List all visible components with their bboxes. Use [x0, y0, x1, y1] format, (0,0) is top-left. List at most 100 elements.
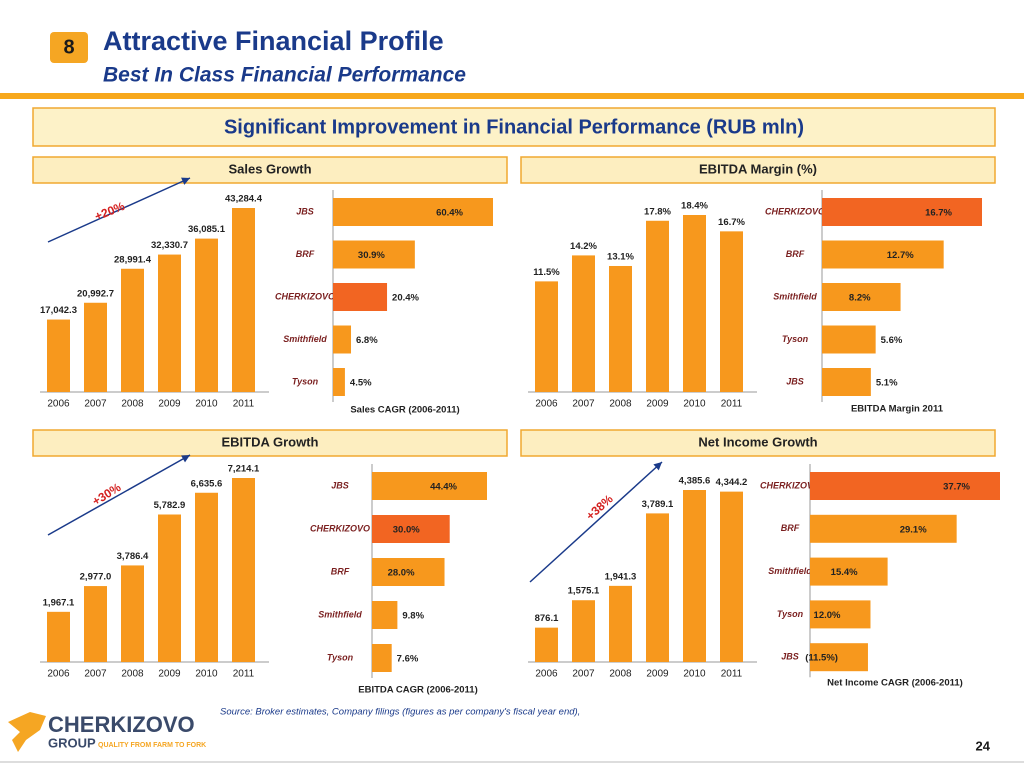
- bar: [535, 627, 558, 662]
- value-label: 28.0%: [388, 568, 415, 579]
- bar: [333, 325, 352, 354]
- company-label: BRF: [786, 249, 805, 259]
- x-tick-label: 2009: [646, 399, 669, 410]
- value-label: 15.4%: [831, 567, 858, 578]
- bar: [372, 601, 398, 629]
- panel-header: [520, 429, 996, 457]
- bar: [47, 611, 70, 662]
- value-label: 16.7%: [925, 208, 952, 219]
- value-label: 8.2%: [849, 293, 871, 304]
- x-tick-label: 2010: [683, 399, 706, 410]
- x-tick-label: 2008: [609, 669, 632, 680]
- panel-title: Sales Growth: [228, 161, 311, 176]
- value-label: 14.2%: [570, 241, 597, 252]
- x-tick-label: 2006: [47, 669, 70, 680]
- bar: [822, 325, 876, 354]
- x-tick-label: 2008: [121, 399, 144, 410]
- x-tick-label: 2011: [233, 669, 255, 680]
- panel-header: [32, 156, 508, 184]
- subtitle: Best In Class Financial Performance: [103, 64, 466, 87]
- bar: [232, 478, 255, 662]
- bar: [535, 281, 558, 392]
- company-label: BRF: [331, 566, 350, 576]
- x-tick-label: 2010: [195, 399, 218, 410]
- logo-group: GROUP: [48, 735, 96, 750]
- logo-name: CHERKIZOVO: [48, 712, 195, 737]
- bar: [810, 600, 871, 629]
- company-label: Smithfield: [773, 291, 817, 301]
- x-tick-label: 2011: [233, 399, 255, 410]
- bar: [121, 565, 144, 662]
- header-rule: [0, 93, 1024, 99]
- x-axis-label: EBITDA Margin 2011: [851, 404, 944, 415]
- value-label: 1,575.1: [568, 586, 600, 597]
- company-label: CHERKIZOVO: [275, 291, 335, 301]
- bar: [333, 240, 415, 269]
- value-label: 12.7%: [887, 250, 914, 261]
- value-label: 16.7%: [718, 217, 745, 228]
- value-label: 4.5%: [350, 378, 372, 389]
- value-label: 32,330.7: [151, 240, 188, 251]
- banner: Significant Improvement in Financial Per…: [224, 116, 804, 138]
- bar: [609, 265, 632, 392]
- bar: [333, 198, 493, 226]
- value-label: 18.4%: [681, 201, 708, 212]
- value-label: 4,385.6: [679, 476, 711, 487]
- company-label: Tyson: [777, 609, 804, 619]
- arrow-head: [181, 177, 190, 185]
- company-label: CHERKIZOVO: [310, 523, 370, 533]
- x-tick-label: 2007: [84, 399, 107, 410]
- number-badge: [50, 32, 88, 63]
- bar: [372, 644, 392, 672]
- value-label: 17,042.3: [40, 305, 77, 316]
- x-tick-label: 2006: [535, 669, 558, 680]
- value-label: 4,344.2: [716, 477, 748, 488]
- bar: [47, 319, 70, 392]
- x-tick-label: 2009: [646, 669, 669, 680]
- company-label: Smithfield: [283, 334, 327, 344]
- panel-title: EBITDA Margin (%): [699, 161, 817, 176]
- panel-header: [520, 156, 996, 184]
- value-label: 7,214.1: [228, 464, 260, 475]
- value-label: 876.1: [535, 613, 559, 624]
- title: Attractive Financial Profile: [103, 26, 444, 56]
- bar: [822, 240, 944, 269]
- bar: [720, 231, 743, 392]
- bar: [158, 254, 181, 392]
- panel-title: Net Income Growth: [698, 434, 817, 449]
- company-label: JBS: [331, 480, 349, 490]
- growth-arrow: [47, 177, 191, 243]
- panel-title: EBITDA Growth: [221, 434, 318, 449]
- value-label: 12.0%: [814, 610, 841, 621]
- company-label: CHERKIZOVO: [765, 206, 825, 216]
- bar: [158, 514, 181, 662]
- growth-label: +20%: [93, 199, 127, 224]
- bar: [372, 558, 445, 586]
- x-tick-label: 2011: [721, 399, 743, 410]
- x-tick-label: 2008: [609, 399, 632, 410]
- source: Source: Broker estimates, Company filing…: [220, 707, 580, 718]
- value-label: 43,284.4: [225, 194, 263, 205]
- value-label: 6,635.6: [191, 478, 223, 489]
- logo-tagline: QUALITY FROM FARM TO FORK: [98, 742, 206, 749]
- panel-header: [32, 429, 508, 457]
- x-axis-label: EBITDA CAGR (2006-2011): [358, 685, 478, 696]
- x-tick-label: 2006: [47, 399, 70, 410]
- growth-arrow: [529, 461, 663, 583]
- value-label: 3,786.4: [117, 551, 149, 562]
- bar: [822, 198, 982, 226]
- bar: [572, 255, 595, 392]
- value-label: 28,991.4: [114, 254, 152, 265]
- value-label: 1,941.3: [605, 571, 637, 582]
- x-tick-label: 2007: [572, 669, 595, 680]
- company-label: CHERKIZOVO: [760, 480, 820, 490]
- value-label: 36,085.1: [188, 224, 226, 235]
- value-label: 5,782.9: [154, 500, 186, 511]
- bar: [609, 585, 632, 662]
- x-tick-label: 2009: [158, 669, 181, 680]
- bar: [195, 492, 218, 662]
- bar: [84, 302, 107, 392]
- growth-label: +30%: [90, 480, 124, 508]
- arrow-head: [181, 455, 190, 463]
